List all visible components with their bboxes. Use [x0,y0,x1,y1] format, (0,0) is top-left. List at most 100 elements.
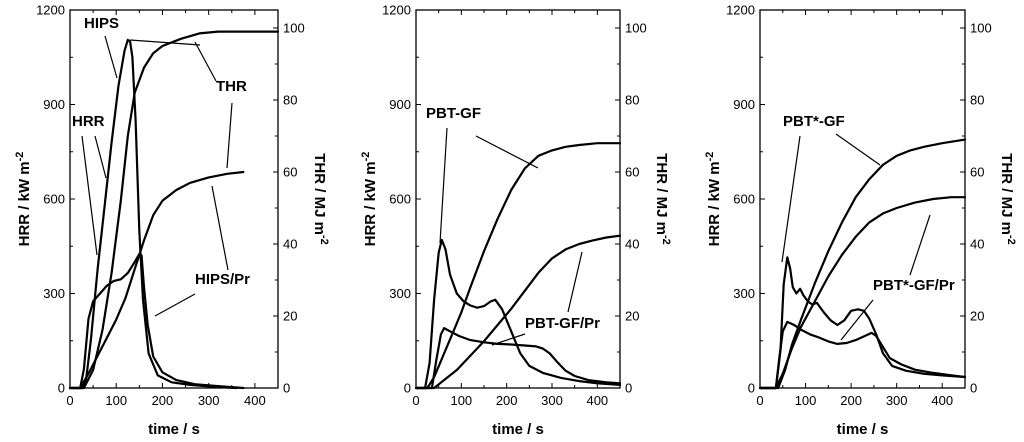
x-tick-label: 0 [66,393,73,408]
annotation-thr: THR [216,78,247,95]
y-left-tick-label: 1200 [36,3,65,18]
y-left-tick-label: 1200 [382,3,411,18]
annotation-leader-line [94,135,107,179]
annotation-leader-line [104,35,118,79]
series-pbt-gf-hrr [414,238,622,390]
x-tick-label: 300 [198,393,220,408]
series-hips-pr-hrr [68,253,245,390]
y-left-axis-title: HRR / kW m-2 [704,152,723,247]
panel-pbt-star-gf: 0 100 200 300 400 0 300 600 900 1200 0 20 40 60 80 100 t… [704,3,1017,439]
x-axis-title: time / s [148,421,200,438]
annotation-leader-line [491,333,526,346]
annotation-pbt-gf-pr: PBT*-GF/Pr [873,277,955,294]
annotation-pbt-gf-pr: PBT-GF/Pr [525,315,600,332]
annotation-pbt-gf: PBT-GF [426,105,481,122]
x-axis-title: time / s [492,421,544,438]
annotation-leader-line [475,135,539,169]
y-right-tick-label: 0 [625,381,632,396]
y-left-tick-label: 0 [748,381,755,396]
annotation-hips: HIPS [84,15,119,32]
y-left-tick-label: 600 [733,192,755,207]
series-pbt-gf-thr [414,142,622,390]
y-right-tick-label: 80 [283,93,297,108]
x-tick-label: 0 [412,393,419,408]
x-tick-label: 200 [496,393,518,408]
y-right-tick-label: 20 [970,309,984,324]
x-tick-label: 0 [756,393,763,408]
y-left-axis-title-sup: -2 [14,152,26,162]
y-right-tick-label: 40 [625,237,639,252]
annotation-leader-line [840,299,874,341]
y-right-tick-label: 60 [970,165,984,180]
y-right-tick-label: 0 [283,381,290,396]
series-pbt-gf-hrr [758,256,967,390]
annotation-leader-line [909,214,931,276]
y-right-tick-label: 100 [283,21,305,36]
x-tick-label: 300 [886,393,908,408]
x-tick-label: 100 [795,393,817,408]
series-pbt-gf-pr-hrr [414,327,622,390]
y-left-axis-title-sup: -2 [360,152,372,162]
x-axis-title: time / s [837,421,889,438]
y-right-axis-title: THR / MJ m-2 [653,153,672,244]
x-tick-label: 100 [450,393,472,408]
y-left-tick-label: 900 [43,97,65,112]
y-right-axis-title: THR / MJ m-2 [998,153,1017,244]
series-pbt-gf-pr-thr [758,196,967,390]
x-tick-label: 200 [152,393,174,408]
annotation-hrr: HRR [72,113,105,130]
y-left-axis-title-sup: -2 [704,152,716,162]
annotation-leader-line [781,135,801,263]
y-right-axis-title-sup: -2 [660,235,672,245]
x-tick-label: 100 [105,393,127,408]
y-left-tick-label: 300 [43,286,65,301]
annotation-leader-line [439,127,448,244]
y-left-tick-label: 0 [58,381,65,396]
annotation-leader-line [835,133,881,166]
y-right-tick-label: 40 [283,237,297,252]
y-left-tick-label: 600 [43,192,65,207]
series-pbt-gf-pr-hrr [758,320,967,390]
y-left-tick-label: 900 [733,97,755,112]
y-right-tick-label: 40 [970,237,984,252]
annotation-hips-pr: HIPS/Pr [195,271,250,288]
y-right-tick-label: 100 [970,21,992,36]
annotation-leader-line [567,251,583,313]
annotation-pbt-gf: PBT*-GF [783,113,845,130]
panel-hips: 0 100 200 300 400 0 300 600 900 1200 0 20 40 60 80 100 t… [14,3,330,439]
y-right-tick-label: 80 [625,93,639,108]
x-tick-label: 400 [586,393,608,408]
annotation-leader-line [194,41,217,82]
x-tick-label: 400 [931,393,953,408]
y-right-tick-label: 0 [970,381,977,396]
y-left-tick-label: 900 [389,97,411,112]
series-hips-hrr [68,38,238,390]
y-right-tick-label: 60 [283,165,297,180]
x-tick-label: 300 [541,393,563,408]
annotation-leader-line [81,135,98,256]
x-tick-label: 200 [840,393,862,408]
y-left-tick-label: 1200 [726,3,755,18]
y-right-tick-label: 100 [625,21,647,36]
y-left-tick-label: 0 [404,381,411,396]
x-tick-label: 400 [244,393,266,408]
annotation-leader-line [226,102,233,169]
y-right-tick-label: 20 [625,309,639,324]
y-left-tick-label: 300 [389,286,411,301]
annotation-leader-line [154,293,196,317]
y-right-tick-label: 60 [625,165,639,180]
y-left-tick-label: 300 [733,286,755,301]
y-left-axis-title: HRR / kW m-2 [14,152,33,247]
y-right-tick-label: 80 [970,93,984,108]
y-left-axis-title: HRR / kW m-2 [360,152,379,247]
series-hips-pr-thr [68,170,245,390]
panel-pbt-gf: 0 100 200 300 400 0 300 600 900 1200 0 20 40 60 80 100 t… [360,3,672,439]
annotation-leader-line [129,39,201,46]
series-pbt-gf-pr-thr [414,234,622,390]
y-right-axis-title-sup: -2 [1005,235,1017,245]
y-right-axis-title-sup: -2 [318,235,330,245]
y-left-tick-label: 600 [389,192,411,207]
y-right-axis-title: THR / MJ m-2 [311,153,330,244]
annotation-leader-line [211,185,229,271]
